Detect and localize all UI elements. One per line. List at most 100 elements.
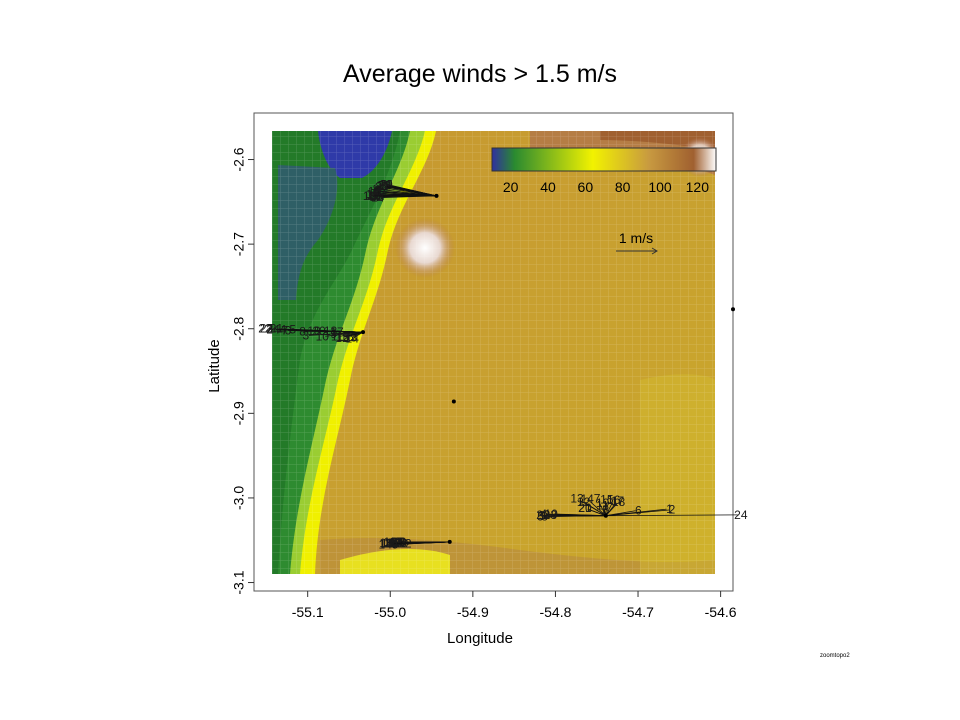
wind-vector-hour-label: 6: [373, 185, 380, 199]
wind-vector-hour-label: 22: [536, 508, 550, 522]
wind-vector: [553, 514, 606, 517]
y-tick-label: -2.9: [231, 401, 247, 425]
wind-vector: [325, 331, 364, 337]
wind-vector-hour-label: 20: [578, 501, 592, 515]
wind-vector-hour-label: 2: [378, 179, 385, 193]
wind-vector-hour-label: 16: [368, 185, 382, 199]
x-tick-label: -54.8: [539, 604, 571, 620]
wind-vector-hour-label: 8: [373, 182, 380, 196]
colorbar-tick-label: 40: [540, 179, 556, 195]
y-tick-label: -3.1: [231, 570, 247, 594]
wind-vector-hour-label: 4: [540, 507, 547, 521]
wind-vector-hour-label: 15: [336, 330, 350, 344]
wind-vector-hour-label: 3: [303, 329, 310, 343]
station-marker: [361, 330, 366, 335]
wind-vector-hour-label: 19: [383, 535, 397, 549]
colorbar-tick-label: 60: [578, 179, 594, 195]
wind-vector-hour-label: 23: [377, 178, 391, 192]
colorbar: 20 40 60 80 100 120: [491, 147, 717, 195]
wind-vector-hour-label: 19: [307, 324, 321, 338]
wind-vector: [605, 502, 608, 516]
wind-vector-hour-label: 16: [379, 536, 393, 550]
wind-vector-hour-label: 7: [371, 186, 378, 200]
wind-vector-hour-label: 8: [299, 324, 306, 338]
wind-vector-hour-label: 13: [570, 492, 584, 506]
station-marker: [434, 193, 439, 198]
wind-vector-hour-label: 22: [378, 178, 392, 192]
wind-vector-hour-label: 18: [612, 495, 626, 509]
wind-vector-hour-label: 10: [316, 330, 330, 344]
wind-vector-hour-label: 17: [373, 186, 387, 200]
wind-vector-hour-label: 13: [366, 187, 380, 201]
station-marker: [447, 539, 452, 544]
y-tick-label: -2.8: [231, 316, 247, 340]
wind-vector: [379, 188, 437, 197]
wind-vector-hour-label: 3: [381, 179, 388, 193]
wind-vector-hour-label: 6: [635, 503, 642, 517]
wind-vector-hour-label: 16: [340, 330, 354, 344]
wind-vector-hour-label: 11: [367, 188, 380, 202]
wind-vector: [349, 331, 364, 337]
wind-vector: [384, 186, 437, 197]
wind-vector-hour-label: 23: [260, 322, 274, 336]
x-tick-label: -54.6: [705, 604, 737, 620]
wind-vector-hour-label: 19: [596, 496, 610, 510]
wind-vector: [605, 502, 613, 516]
wind-vector: [579, 499, 607, 517]
wind-vector-hour-label: 10: [544, 507, 558, 521]
wind-vector-hour-label: 22: [258, 322, 272, 336]
wind-vector-hour-label: 23: [393, 536, 407, 550]
wind-vector-hour-label: 14: [371, 191, 385, 205]
wind-vector-hour-label: 24: [266, 323, 280, 337]
wind-vector-hour-label: 21: [578, 501, 592, 515]
figure-footnote: zoomtopo2: [820, 653, 850, 659]
colorbar-tick-label: 120: [686, 179, 710, 195]
scale-arrow: [616, 247, 658, 255]
wind-vector-hour-label: 7: [281, 323, 288, 337]
wind-vector-hour-label: 12: [335, 331, 349, 345]
wind-vector-hour-label: 1: [666, 502, 673, 516]
station-point: [451, 399, 456, 404]
wind-vector: [587, 508, 606, 517]
wind-vector: [605, 503, 617, 516]
wind-vector: [394, 541, 450, 544]
wind-vector-hour-label: 24: [734, 508, 748, 522]
station-point: [731, 307, 735, 312]
station-marker: [603, 513, 608, 518]
wind-vector-hour-label: 3: [386, 537, 393, 551]
wind-vector: [605, 509, 669, 517]
wind-vector-hour-label: 5: [537, 510, 544, 524]
wind-vector-hour-label: 14: [379, 538, 393, 552]
wind-vector-hour-label: 17: [611, 494, 625, 508]
x-tick-label: -54.9: [457, 604, 489, 620]
wind-vector-hour-label: 23: [544, 508, 558, 522]
chart-title: Average winds > 1.5 m/s: [343, 60, 617, 88]
y-tick-label: -2.6: [231, 147, 247, 171]
wind-vector-hour-label: 17: [330, 325, 344, 339]
wind-vector-hour-label: 24: [375, 179, 389, 193]
wind-vector: [382, 193, 437, 197]
wind-vector-hour-label: 11: [331, 330, 344, 344]
wind-vector-hour-label: 14: [581, 492, 595, 506]
wind-vector-hour-label: 1: [379, 178, 386, 192]
wind-vector: [589, 500, 607, 517]
wind-vector-hour-label: 15: [600, 493, 614, 507]
terrain-heatmap: [272, 131, 715, 574]
wind-vector-hour-label: 15: [381, 537, 395, 551]
x-tick-label: -54.7: [622, 604, 654, 620]
wind-vector-hour-label: 24: [385, 537, 399, 551]
wind-vector-hour-label: 8: [541, 510, 548, 524]
wind-vector-hour-label: 7: [594, 491, 601, 505]
y-axis-label: Latitude: [206, 339, 223, 393]
wind-vector-hour-label: 9: [539, 509, 546, 523]
wind-vector-hour-label: 5: [392, 538, 399, 552]
y-tick-label: -2.7: [231, 232, 247, 256]
scale-arrow-head: [651, 247, 658, 255]
wind-vector: [605, 514, 738, 517]
wind-vector-hour-label: 18: [363, 189, 377, 203]
scale-arrow-label: 1 m/s: [619, 230, 653, 246]
